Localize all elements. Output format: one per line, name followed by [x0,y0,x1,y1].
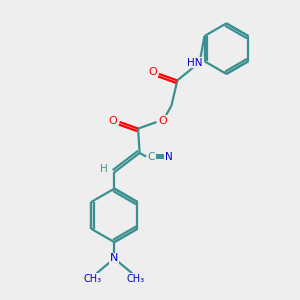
Text: O: O [109,116,118,126]
Text: N: N [110,254,118,263]
Text: O: O [159,116,167,126]
Text: O: O [148,68,157,77]
Text: CH₃: CH₃ [127,274,145,284]
Text: CH₃: CH₃ [84,274,102,284]
Text: C: C [148,152,155,161]
Text: H: H [100,164,108,174]
Text: N: N [165,152,172,161]
Text: HN: HN [188,58,203,68]
